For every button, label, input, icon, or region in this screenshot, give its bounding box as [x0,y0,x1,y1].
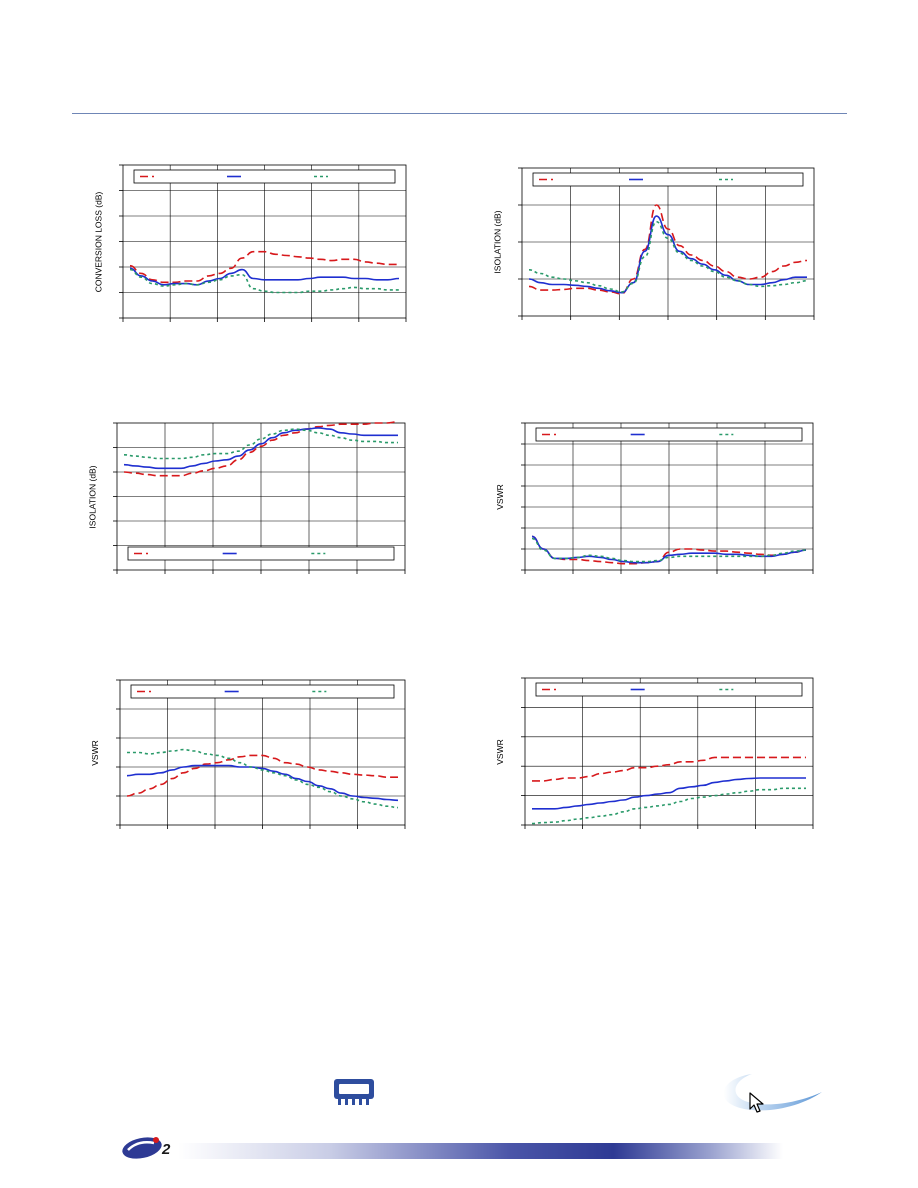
series-line-3 [528,220,808,293]
chart-svg [521,422,814,574]
chart-svg [521,677,814,829]
chart-svg [116,679,406,829]
legend-box [127,546,395,561]
series-line-3 [127,748,399,809]
series-line-1 [126,754,398,797]
series-line-3 [123,428,398,460]
legend-box [532,172,804,187]
chart-panel-isolation-top: ISOLATION (dB) [488,160,818,325]
y-axis-label: VSWR [494,738,505,765]
legend-box [535,682,803,697]
series-line-1 [528,204,808,295]
header-rule [72,113,847,114]
y-axis-label: VSWR [494,483,505,510]
series-line-2 [123,427,398,470]
series-line-2 [129,267,400,286]
brand-logo: 2 [118,1134,182,1162]
chart-svg [518,167,815,320]
y-axis-label: CONVERSION LOSS (dB) [92,191,103,292]
series-line-2 [126,764,399,802]
chart-panel-vswr-1: VSWR [488,418,818,578]
series-line-3 [531,787,806,825]
chart-panel-vswr-3: VSWR [488,675,818,835]
legend-box [133,169,396,184]
series-line-2 [532,777,806,810]
legend-box [130,684,395,699]
series-line-2 [528,215,807,294]
chart-svg [113,421,406,574]
y-axis-label: ISOLATION (dB) [492,210,503,274]
brand-logo-mark: 2 [162,1141,171,1158]
series-line-1 [531,535,807,565]
y-axis-label: ISOLATION (dB) [87,464,98,529]
footer-gradient-bar [178,1143,783,1159]
series-line-1 [129,250,399,284]
legend-box [535,427,803,442]
chart-panel-conversion-loss: CONVERSION LOSS (dB) [80,160,410,325]
y-axis-label: VSWR [89,739,100,766]
series-line-3 [531,537,807,563]
series-line-1 [531,756,806,782]
cursor-icon [748,1092,766,1114]
plot-area [524,677,814,826]
series-line-1 [123,421,399,477]
chart-svg [119,164,407,322]
company-logo [712,1070,824,1120]
chart-panel-vswr-2: VSWR [80,675,410,835]
chip-icon [332,1076,376,1106]
chart-panel-isolation-bottom: ISOLATION (dB) [80,418,410,578]
series-line-3 [129,268,399,294]
